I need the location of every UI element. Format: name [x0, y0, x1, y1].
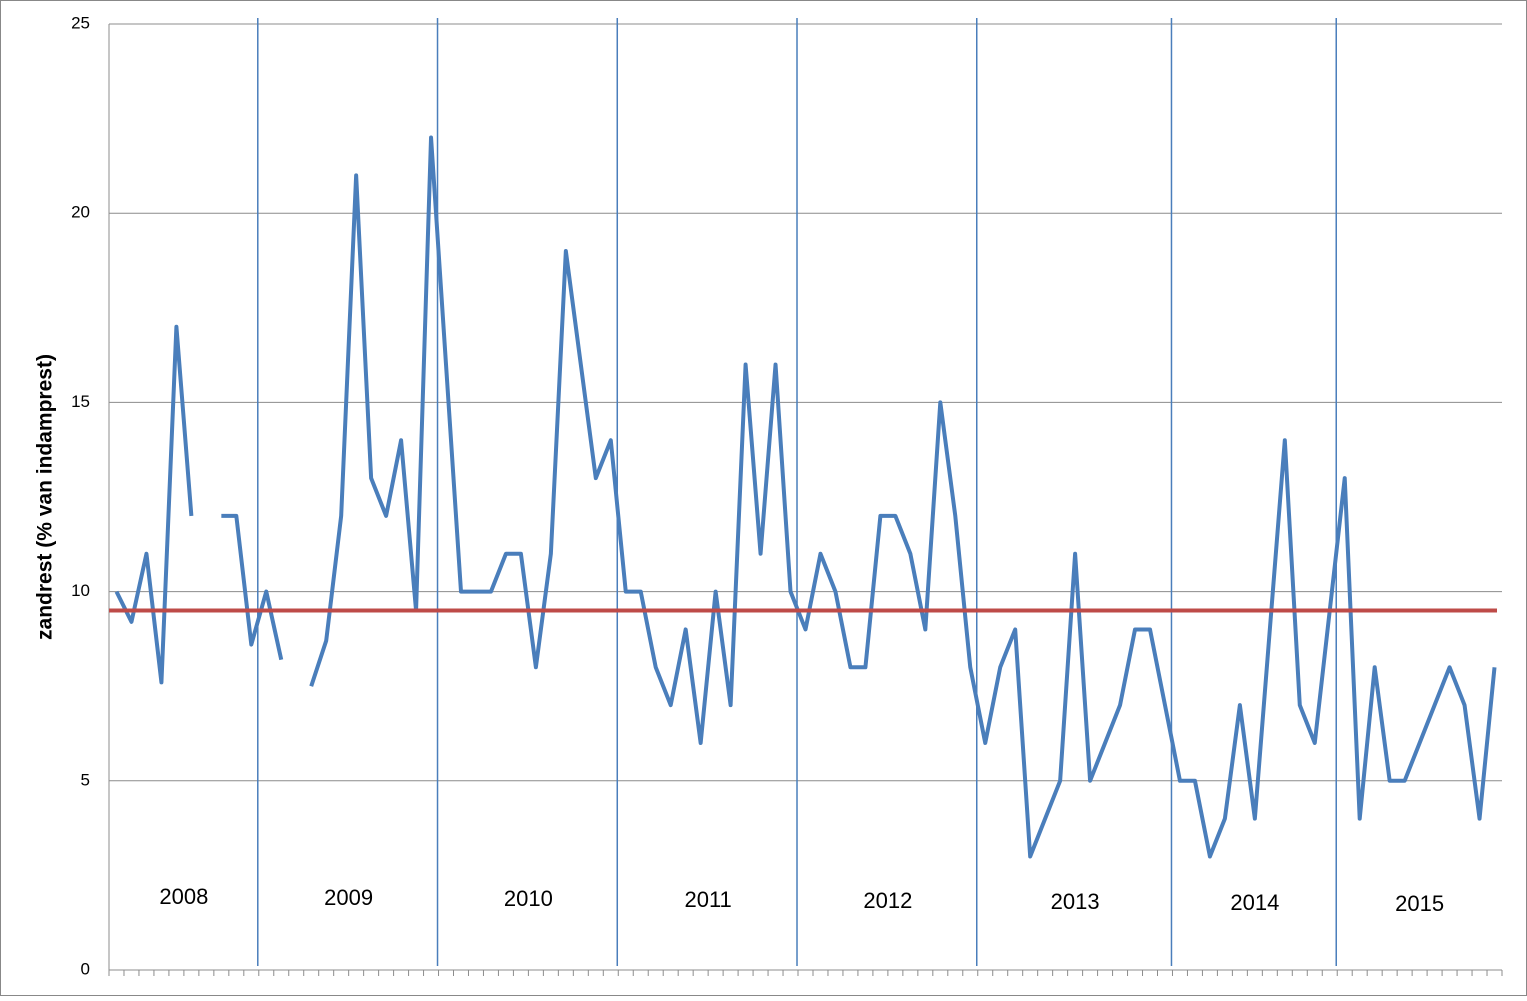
year-label: 2013 [1051, 889, 1100, 914]
year-label: 2014 [1230, 890, 1279, 915]
data-line [221, 513, 284, 661]
year-label: 2008 [159, 884, 208, 909]
y-tick-label: 15 [71, 392, 90, 411]
year-label: 2010 [504, 886, 553, 911]
y-tick-label: 20 [71, 203, 90, 222]
year-label: 2009 [324, 885, 373, 910]
y-tick-label: 0 [81, 959, 90, 978]
data-line [114, 324, 194, 685]
year-label: 2011 [684, 887, 731, 912]
year-label: 2012 [863, 888, 912, 913]
year-label: 2015 [1395, 891, 1444, 916]
y-axis-title: zandrest (% van indamprest) [34, 354, 57, 640]
y-tick-label: 5 [81, 770, 90, 789]
y-tick-label: 10 [71, 581, 90, 600]
data-line [309, 135, 1497, 859]
y-tick-label: 25 [71, 13, 90, 32]
